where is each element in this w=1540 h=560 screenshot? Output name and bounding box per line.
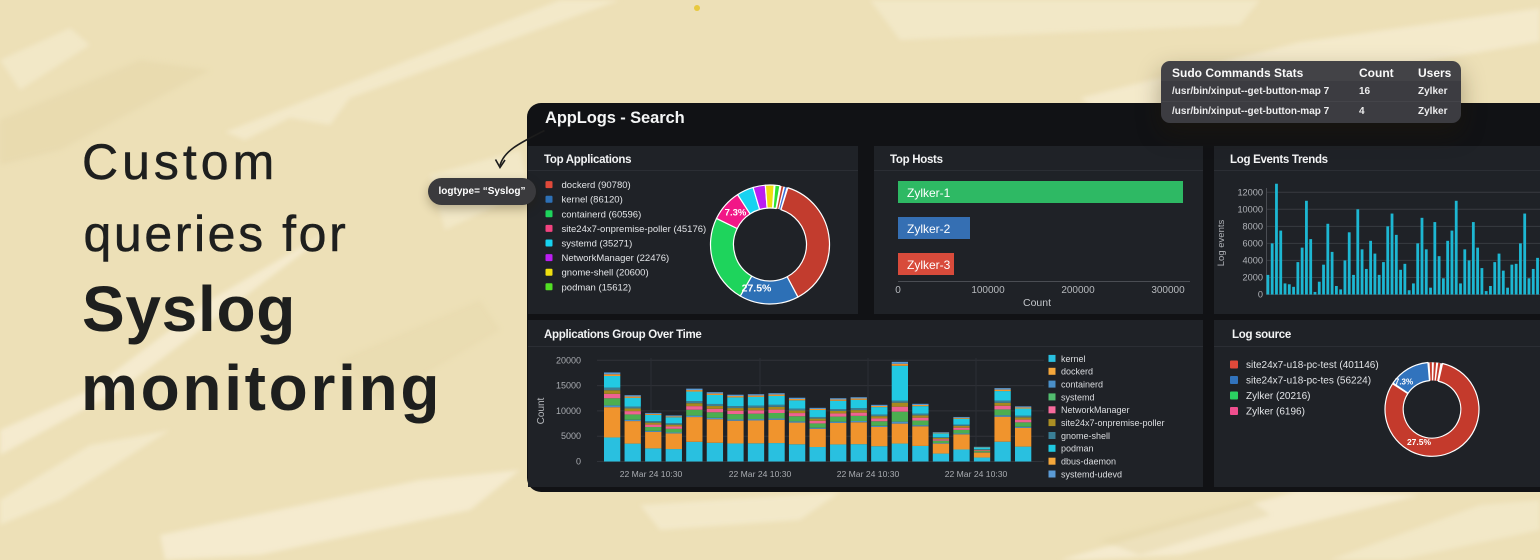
svg-text:7.3%: 7.3% <box>1395 378 1413 387</box>
svg-text:27.5%: 27.5% <box>742 283 772 295</box>
svg-text:Count: Count <box>536 397 547 424</box>
svg-text:kernel (86120): kernel (86120) <box>562 195 623 206</box>
svg-text:22 Mar 24 10:30: 22 Mar 24 10:30 <box>729 469 792 479</box>
svg-text:0: 0 <box>576 457 581 467</box>
svg-text:12000: 12000 <box>1237 187 1263 197</box>
svg-text:queries for: queries for <box>84 206 349 262</box>
svg-text:Zylker (6196): Zylker (6196) <box>1246 407 1305 418</box>
svg-text:site24x7-onpremise-poller: site24x7-onpremise-poller <box>1061 418 1165 428</box>
svg-text:300000: 300000 <box>1151 285 1185 296</box>
svg-text:10000: 10000 <box>556 406 581 416</box>
svg-text:NetworkManager (22476): NetworkManager (22476) <box>562 253 670 264</box>
svg-text:podman: podman <box>1061 444 1094 454</box>
svg-text:Zylker (20216): Zylker (20216) <box>1246 391 1310 402</box>
svg-text:0: 0 <box>895 285 901 296</box>
svg-text:site24x7-onpremise-poller (451: site24x7-onpremise-poller (45176) <box>562 224 707 235</box>
svg-text:15000: 15000 <box>556 381 581 391</box>
svg-text:Count: Count <box>1023 297 1051 309</box>
svg-text:site24x7-u18-pc-test (401146): site24x7-u18-pc-test (401146) <box>1246 360 1379 371</box>
svg-text:systemd (35271): systemd (35271) <box>562 239 633 250</box>
svg-text:100000: 100000 <box>971 285 1005 296</box>
svg-text:7.3%: 7.3% <box>725 208 747 219</box>
svg-text:kernel: kernel <box>1061 354 1086 364</box>
svg-text:dockerd (90780): dockerd (90780) <box>562 180 631 191</box>
svg-text:0: 0 <box>1258 290 1263 300</box>
svg-text:dbus-daemon: dbus-daemon <box>1061 457 1116 467</box>
svg-text:Syslog: Syslog <box>82 273 296 345</box>
svg-text:10000: 10000 <box>1237 204 1263 214</box>
svg-text:dockerd: dockerd <box>1061 367 1093 377</box>
svg-text:6000: 6000 <box>1243 238 1263 248</box>
svg-text:200000: 200000 <box>1061 285 1095 296</box>
svg-text:4000: 4000 <box>1243 255 1263 265</box>
svg-text:5000: 5000 <box>561 431 581 441</box>
svg-text:containerd (60596): containerd (60596) <box>562 209 642 220</box>
svg-text:systemd: systemd <box>1061 392 1095 402</box>
svg-text:8000: 8000 <box>1243 221 1263 231</box>
svg-text:site24x7-u18-pc-tes (56224): site24x7-u18-pc-tes (56224) <box>1246 376 1371 387</box>
svg-text:systemd-udevd: systemd-udevd <box>1061 469 1122 479</box>
svg-text:22 Mar 24 10:30: 22 Mar 24 10:30 <box>945 469 1008 479</box>
svg-text:Zylker-1: Zylker-1 <box>907 186 951 200</box>
svg-text:containerd: containerd <box>1061 380 1103 390</box>
svg-text:20000: 20000 <box>556 355 581 365</box>
svg-text:Custom: Custom <box>82 134 278 190</box>
svg-text:22 Mar 24 10:30: 22 Mar 24 10:30 <box>620 469 683 479</box>
svg-text:2000: 2000 <box>1243 272 1263 282</box>
svg-text:gnome-shell (20600): gnome-shell (20600) <box>562 268 649 279</box>
svg-text:Zylker-2: Zylker-2 <box>907 222 951 236</box>
svg-text:Zylker-3: Zylker-3 <box>907 258 951 272</box>
svg-text:22 Mar 24 10:30: 22 Mar 24 10:30 <box>837 469 900 479</box>
svg-text:gnome-shell: gnome-shell <box>1061 431 1110 441</box>
svg-text:Log events: Log events <box>1216 220 1227 267</box>
svg-text:NetworkManager: NetworkManager <box>1061 405 1130 415</box>
svg-text:podman (15612): podman (15612) <box>562 282 632 293</box>
svg-text:monitoring: monitoring <box>81 352 442 424</box>
svg-text:27.5%: 27.5% <box>1407 437 1432 447</box>
